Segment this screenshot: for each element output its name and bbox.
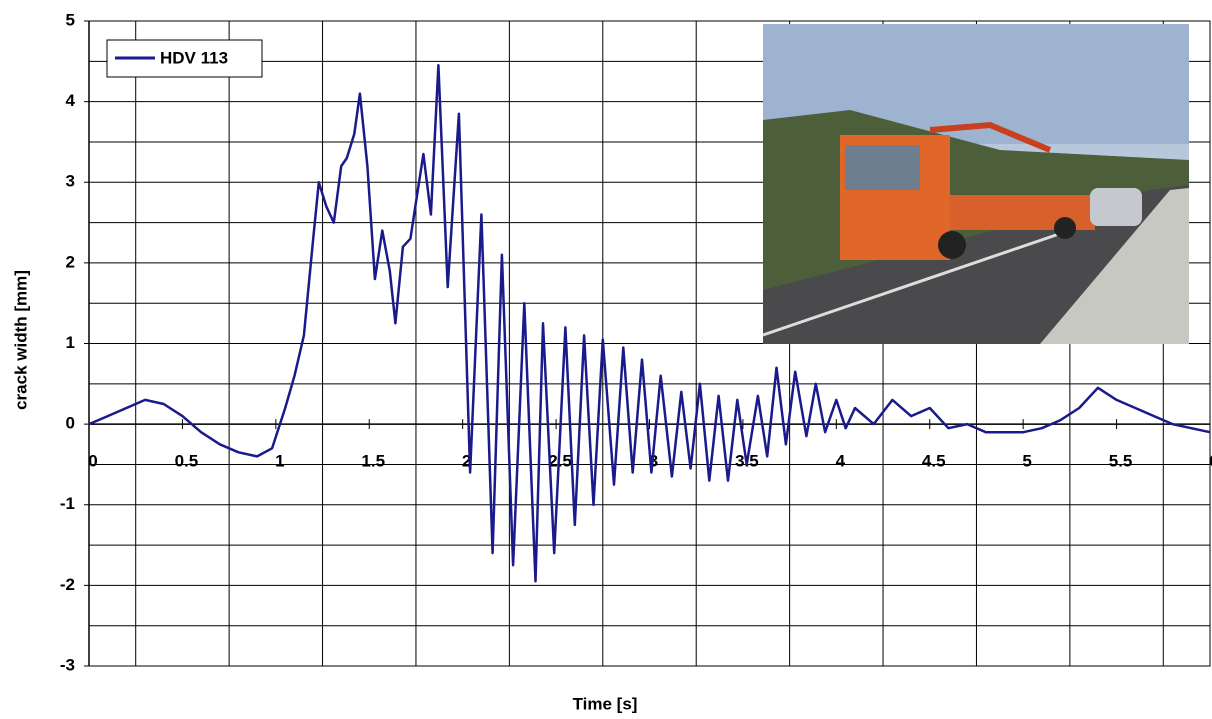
- data-line: [88, 64, 1211, 583]
- x-tick-label: 5.5: [1109, 452, 1133, 471]
- y-tick-label: 5: [66, 10, 75, 29]
- y-tick-label: 3: [66, 172, 75, 191]
- y-tick-label: -2: [60, 575, 75, 594]
- x-axis-title: Time [s]: [573, 694, 638, 713]
- x-tick-label: 6: [1209, 452, 1212, 471]
- y-tick-label: 4: [66, 91, 76, 110]
- y-axis-title: crack width [mm]: [11, 270, 30, 410]
- x-tick-label: 5: [1022, 452, 1031, 471]
- y-tick-label: 0: [66, 414, 75, 433]
- x-tick-label: 4: [836, 452, 846, 471]
- x-tick-label: 4.5: [922, 452, 946, 471]
- x-tick-label: 1: [275, 452, 284, 471]
- y-tick-label: 1: [66, 333, 75, 352]
- legend: HDV 113: [106, 39, 263, 78]
- x-tick-label: 2.5: [548, 452, 572, 471]
- x-tick-label: 2: [462, 452, 471, 471]
- x-tick-label: 0: [88, 452, 97, 471]
- y-tick-label: -3: [60, 655, 75, 674]
- y-tick-label: -1: [60, 494, 75, 513]
- inset-photo: [762, 24, 1189, 344]
- x-tick-label: 0.5: [175, 452, 199, 471]
- legend-label: HDV 113: [160, 48, 228, 67]
- y-tick-label: 2: [66, 252, 75, 271]
- x-tick-label: 1.5: [361, 452, 385, 471]
